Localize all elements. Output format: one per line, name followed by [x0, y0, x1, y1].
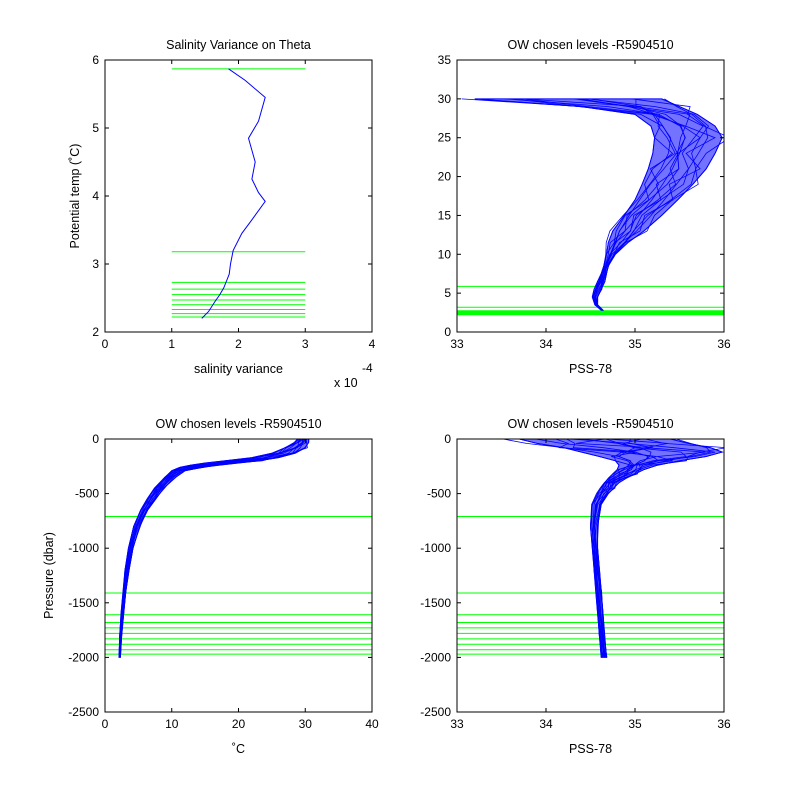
y-tick-label: -2500 [68, 705, 99, 719]
plot-area [105, 60, 372, 332]
y-tick-label: -2500 [420, 705, 451, 719]
plot-area [105, 439, 372, 712]
y-tick-label: 5 [92, 121, 99, 135]
chart-title: OW chosen levels -R5904510 [507, 417, 673, 431]
profile-strand [120, 439, 310, 658]
profile-strand [590, 98, 701, 311]
x-tick-label: 4 [369, 337, 376, 351]
x-tick-label: 20 [232, 717, 246, 731]
y-tick-label: -1500 [68, 596, 99, 610]
x-tick-label: 35 [628, 337, 642, 351]
profile-strand [587, 98, 710, 311]
y-tick-label: 15 [438, 208, 452, 222]
data-layer [171, 68, 306, 319]
subplot-p2: 33 34 35 36 0 5 10 15 20 25 30 35 OW chosen levels -… [438, 38, 731, 376]
profile-strand [581, 98, 704, 311]
y-tick-label: 6 [92, 53, 99, 67]
x-axis-label: salinity variance [194, 362, 283, 376]
y-tick-label: 5 [444, 286, 451, 300]
profile-strand [119, 439, 304, 658]
plot-area [457, 439, 724, 712]
x-tick-label: 34 [539, 717, 553, 731]
chart-title: OW chosen levels -R5904510 [155, 417, 321, 431]
chart-title: OW chosen levels -R5904510 [507, 38, 673, 52]
y-axis-label: Potential temp (˚C) [68, 144, 82, 249]
profile-strand [594, 439, 706, 658]
axes-box [456, 59, 725, 333]
y-tick-label: 0 [444, 432, 451, 446]
axes-box [456, 438, 725, 713]
y-tick-label: 10 [438, 247, 452, 261]
data-layer [457, 439, 724, 658]
y-tick-label: 0 [444, 325, 451, 339]
y-axis-label: Pressure (dbar) [42, 532, 56, 619]
profile-strand [595, 98, 716, 311]
x-tick-label: 40 [365, 717, 379, 731]
x-tick-label: 3 [302, 337, 309, 351]
y-tick-label: -1000 [68, 541, 99, 555]
x-tick-label: 10 [165, 717, 179, 731]
x-tick-label: 2 [235, 337, 242, 351]
y-tick-label: 0 [92, 432, 99, 446]
profile-strand [576, 98, 686, 311]
y-tick-label: -1500 [420, 596, 451, 610]
profile-strand [597, 439, 724, 658]
x-tick-label: 0 [102, 337, 109, 351]
profile-strand [597, 98, 723, 311]
data-layer [105, 439, 372, 658]
y-tick-label: 30 [438, 92, 452, 106]
y-tick-label: -1000 [420, 541, 451, 555]
y-tick-label: 4 [92, 189, 99, 203]
x-tick-label: 36 [717, 337, 731, 351]
x-tick-label: 33 [450, 717, 464, 731]
profile-strand [474, 98, 656, 311]
y-tick-label: -500 [427, 487, 451, 501]
profile-strand [574, 98, 680, 311]
x-tick-label: 1 [168, 337, 175, 351]
x-tick-label: 33 [450, 337, 464, 351]
profile-strand [580, 439, 637, 658]
y-tick-label: -2000 [420, 650, 451, 664]
x-axis-label: ˚C [232, 742, 245, 756]
x-tick-label: 35 [628, 717, 642, 731]
series-line [201, 68, 266, 319]
x-axis-label: PSS-78 [569, 742, 612, 756]
y-tick-label: -500 [75, 487, 99, 501]
x-tick-label: 30 [299, 717, 313, 731]
y-tick-label: 3 [92, 257, 99, 271]
y-tick-label: 25 [438, 131, 452, 145]
x-tick-label: 36 [717, 717, 731, 731]
profile-strand [595, 439, 716, 658]
profile-strand [570, 439, 660, 658]
x-tick-label: 34 [539, 337, 553, 351]
x-exponent-label: x 10 [334, 376, 358, 390]
y-tick-label: 20 [438, 170, 452, 184]
subplot-p3: 0 10 20 30 40 -2500 -2000 -1500 -1000 -500 0 OW cho… [42, 417, 379, 756]
y-tick-label: 2 [92, 325, 99, 339]
profile-strand [593, 439, 652, 658]
data-layer [457, 98, 724, 316]
subplot-p4: 33 34 35 36 -2500 -2000 -1500 -1000 -500 0 OW chos… [420, 417, 731, 756]
chart-title: Salinity Variance on Theta [166, 38, 311, 52]
x-tick-label: 0 [102, 717, 109, 731]
profile-strand [119, 439, 305, 658]
y-tick-label: 35 [438, 53, 452, 67]
x-exponent-power: -4 [362, 361, 373, 375]
y-tick-label: -2000 [68, 650, 99, 664]
subplot-p1: 0 1 2 3 4 2 3 4 5 6 Salinity Variance on Theta sali… [68, 38, 376, 390]
x-axis-label: PSS-78 [569, 362, 612, 376]
